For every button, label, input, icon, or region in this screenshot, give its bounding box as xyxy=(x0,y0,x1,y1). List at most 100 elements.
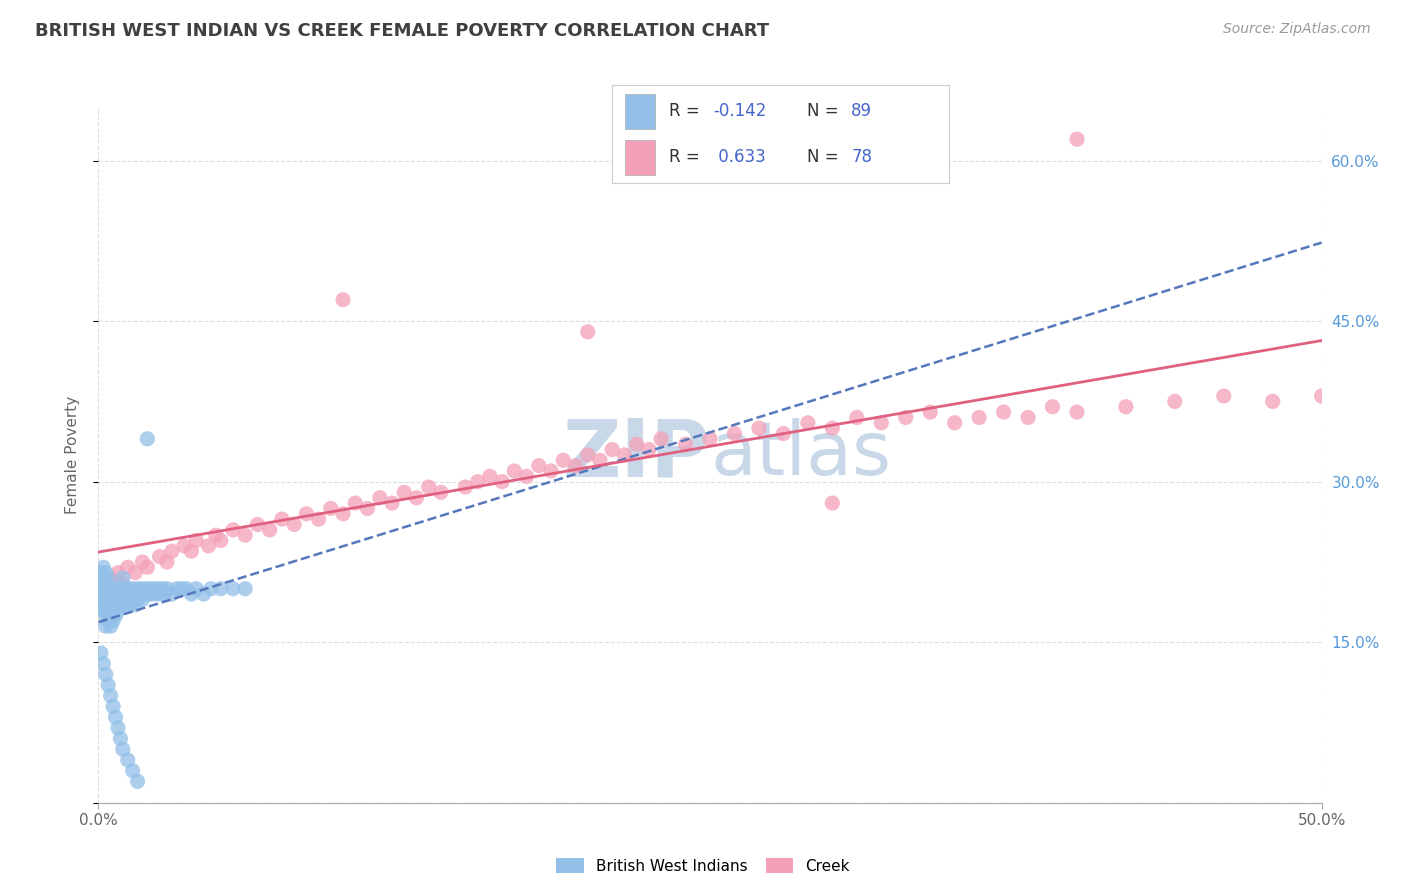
Point xyxy=(197,539,219,553)
Point xyxy=(94,667,117,681)
Point xyxy=(100,571,122,585)
Point xyxy=(100,608,122,623)
Point xyxy=(91,657,114,671)
Point xyxy=(283,517,305,532)
Point xyxy=(723,426,745,441)
Point xyxy=(1261,394,1284,409)
Point xyxy=(100,689,122,703)
Point xyxy=(1017,410,1039,425)
Point xyxy=(233,528,256,542)
Point xyxy=(124,598,146,612)
Point xyxy=(111,592,134,607)
Point xyxy=(344,496,367,510)
Point xyxy=(650,432,672,446)
Point xyxy=(870,416,893,430)
Point xyxy=(141,582,163,596)
Point xyxy=(111,742,134,756)
Point xyxy=(94,598,117,612)
Point xyxy=(1212,389,1234,403)
Point xyxy=(478,469,501,483)
Point xyxy=(576,325,599,339)
Point xyxy=(129,587,152,601)
Point xyxy=(209,533,232,548)
Point xyxy=(139,587,162,601)
Point xyxy=(149,587,172,601)
Point xyxy=(100,619,122,633)
Point xyxy=(222,582,245,596)
Point xyxy=(600,442,623,457)
Point xyxy=(101,592,124,607)
Point xyxy=(270,512,294,526)
Point xyxy=(134,587,156,601)
Point xyxy=(638,442,661,457)
Point xyxy=(166,582,188,596)
FancyBboxPatch shape xyxy=(626,94,655,129)
Point xyxy=(120,598,142,612)
Point xyxy=(173,539,195,553)
Point xyxy=(553,453,575,467)
Point xyxy=(90,646,112,660)
Point xyxy=(121,592,143,607)
Point xyxy=(699,432,721,446)
Y-axis label: Female Poverty: Female Poverty xyxy=(65,396,80,514)
Point xyxy=(1066,132,1088,146)
Point xyxy=(259,523,281,537)
Point xyxy=(170,582,193,596)
Point xyxy=(114,587,136,601)
Point xyxy=(797,416,820,430)
Point xyxy=(205,528,228,542)
Point xyxy=(117,560,139,574)
Point xyxy=(107,603,129,617)
Point xyxy=(515,469,537,483)
Point xyxy=(117,582,139,596)
Point xyxy=(131,555,153,569)
Point xyxy=(308,512,330,526)
Point xyxy=(772,426,794,441)
Point xyxy=(97,582,120,596)
Text: Source: ZipAtlas.com: Source: ZipAtlas.com xyxy=(1223,22,1371,37)
Point xyxy=(110,587,132,601)
Point xyxy=(91,571,114,585)
Point xyxy=(121,764,143,778)
Point xyxy=(90,576,112,591)
Point xyxy=(97,592,120,607)
Point xyxy=(967,410,990,425)
Point xyxy=(332,293,354,307)
Point xyxy=(101,582,124,596)
Point xyxy=(222,523,245,537)
FancyBboxPatch shape xyxy=(626,140,655,175)
Point xyxy=(146,582,169,596)
Point xyxy=(90,598,112,612)
Point xyxy=(104,710,127,724)
Point xyxy=(356,501,378,516)
Point xyxy=(104,608,127,623)
Point xyxy=(821,496,844,510)
Point xyxy=(107,582,129,596)
Point xyxy=(111,582,134,596)
Text: N =: N = xyxy=(807,148,844,166)
Point xyxy=(117,592,139,607)
Legend: British West Indians, Creek: British West Indians, Creek xyxy=(550,852,856,880)
Point xyxy=(209,582,232,596)
Text: BRITISH WEST INDIAN VS CREEK FEMALE POVERTY CORRELATION CHART: BRITISH WEST INDIAN VS CREEK FEMALE POVE… xyxy=(35,22,769,40)
Point xyxy=(319,501,342,516)
Point xyxy=(626,437,648,451)
Point xyxy=(127,774,149,789)
Point xyxy=(503,464,526,478)
Text: 78: 78 xyxy=(851,148,872,166)
Point xyxy=(110,731,132,746)
Point xyxy=(111,576,134,591)
Point xyxy=(120,587,142,601)
Point xyxy=(153,587,176,601)
Text: atlas: atlas xyxy=(710,418,891,491)
Point xyxy=(124,566,146,580)
Point xyxy=(589,453,612,467)
Point xyxy=(233,582,256,596)
Point xyxy=(110,598,132,612)
Point xyxy=(920,405,942,419)
Point xyxy=(111,571,134,585)
Point xyxy=(392,485,416,500)
Point xyxy=(381,496,404,510)
Text: 0.633: 0.633 xyxy=(713,148,766,166)
Text: -0.142: -0.142 xyxy=(713,103,766,120)
